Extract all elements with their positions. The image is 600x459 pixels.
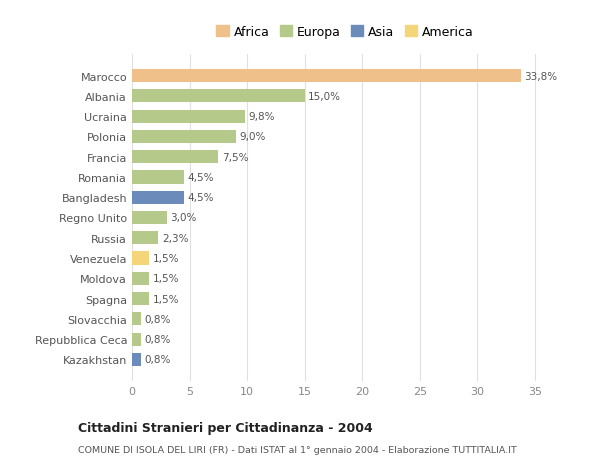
- Bar: [132, 252, 149, 265]
- Text: 1,5%: 1,5%: [153, 294, 179, 304]
- Text: 15,0%: 15,0%: [308, 92, 341, 102]
- Bar: [132, 232, 158, 245]
- Bar: [132, 333, 141, 346]
- Text: 0,8%: 0,8%: [145, 355, 171, 364]
- Text: 4,5%: 4,5%: [187, 173, 214, 183]
- Text: 7,5%: 7,5%: [222, 152, 248, 162]
- Bar: [132, 151, 218, 164]
- Bar: [132, 272, 149, 285]
- Bar: [132, 313, 141, 326]
- Text: 1,5%: 1,5%: [153, 274, 179, 284]
- Bar: [132, 130, 236, 144]
- Text: 0,8%: 0,8%: [145, 334, 171, 344]
- Bar: [132, 110, 245, 123]
- Bar: [132, 171, 184, 184]
- Bar: [132, 90, 305, 103]
- Legend: Africa, Europa, Asia, America: Africa, Europa, Asia, America: [212, 22, 478, 43]
- Text: 4,5%: 4,5%: [187, 193, 214, 203]
- Text: 2,3%: 2,3%: [162, 233, 188, 243]
- Text: 3,0%: 3,0%: [170, 213, 196, 223]
- Text: 33,8%: 33,8%: [524, 72, 558, 81]
- Bar: [132, 70, 521, 83]
- Text: 9,8%: 9,8%: [248, 112, 275, 122]
- Text: 0,8%: 0,8%: [145, 314, 171, 324]
- Text: COMUNE DI ISOLA DEL LIRI (FR) - Dati ISTAT al 1° gennaio 2004 - Elaborazione TUT: COMUNE DI ISOLA DEL LIRI (FR) - Dati IST…: [78, 445, 517, 454]
- Bar: [132, 292, 149, 306]
- Bar: [132, 191, 184, 204]
- Bar: [132, 353, 141, 366]
- Text: Cittadini Stranieri per Cittadinanza - 2004: Cittadini Stranieri per Cittadinanza - 2…: [78, 421, 373, 434]
- Text: 1,5%: 1,5%: [153, 253, 179, 263]
- Bar: [132, 212, 167, 224]
- Text: 9,0%: 9,0%: [239, 132, 265, 142]
